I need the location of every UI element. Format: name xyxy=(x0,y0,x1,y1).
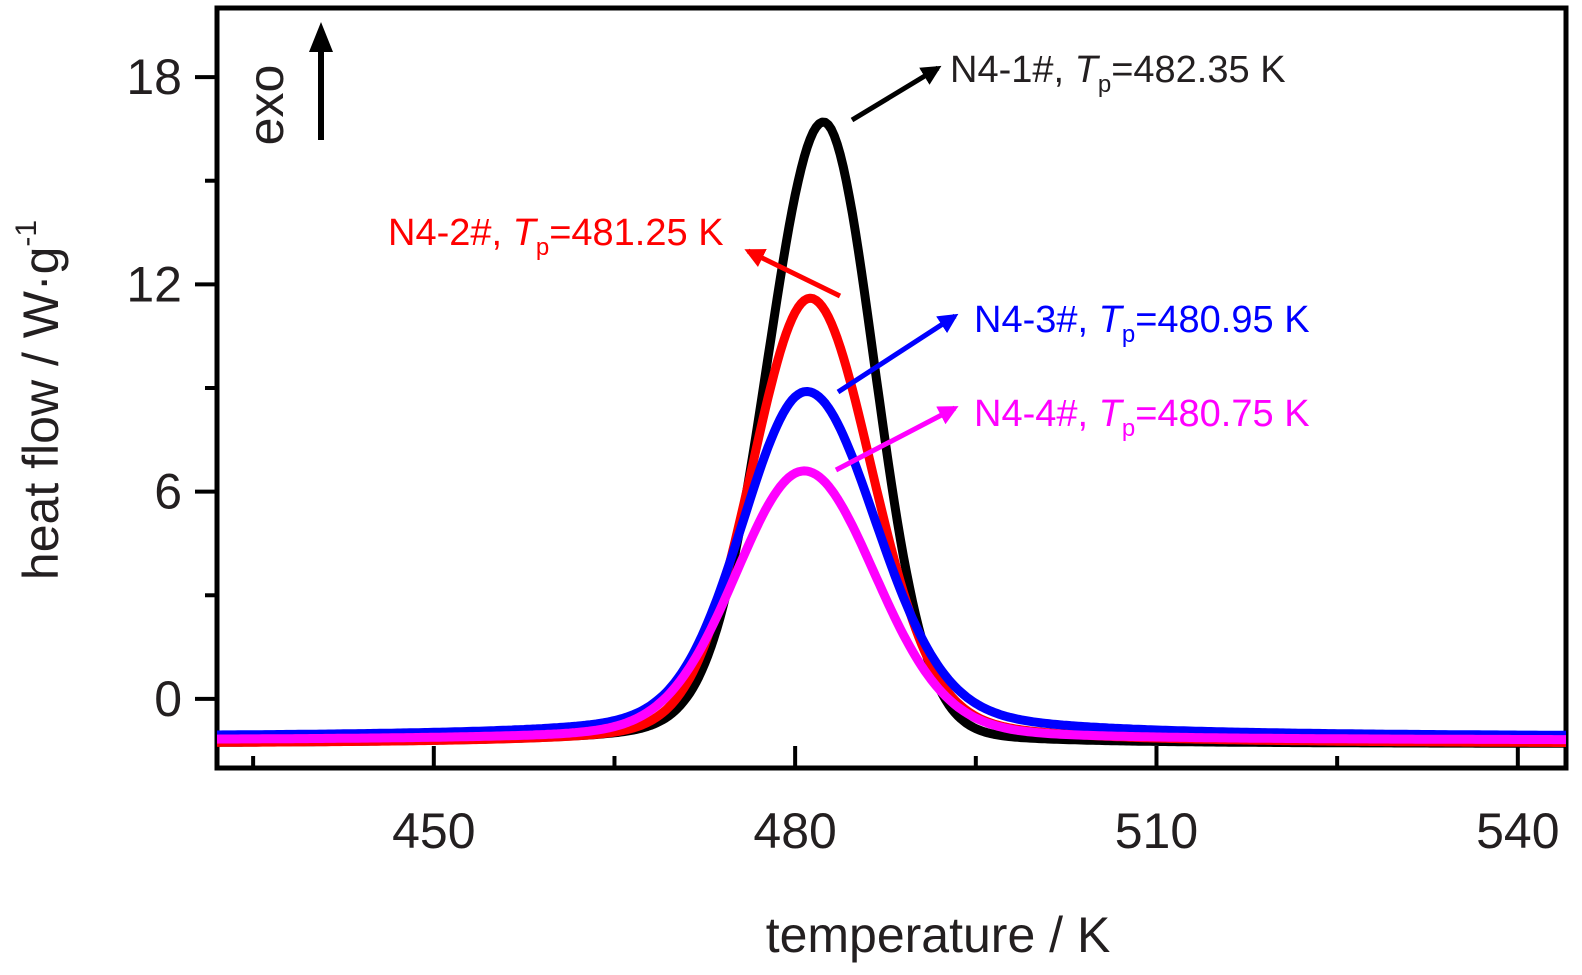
y-axis-title-text: heat flow / W·g xyxy=(13,247,69,580)
annotation-arrow-n4-1 xyxy=(850,65,942,123)
annotation-n4-4-name: N4-4# xyxy=(974,393,1078,435)
annotation-n4-1-name: N4-1# xyxy=(950,49,1054,91)
annotation-arrow-n4-2 xyxy=(744,248,842,299)
annotation-n4-2: N4-2#, Tp=481.25 K xyxy=(388,212,724,261)
x-axis-title: temperature / K xyxy=(766,907,1111,963)
series-line-2 xyxy=(217,293,1566,747)
series-lines xyxy=(217,117,1566,748)
annotation-n4-3-name: N4-3# xyxy=(974,299,1078,341)
x-axis-ticks: 450 480 510 540 xyxy=(251,746,1560,859)
annotation-n4-4-tp: 480.75 K xyxy=(1157,393,1309,435)
plot-frame xyxy=(214,5,1569,771)
annotation-n4-2-name: N4-2# xyxy=(388,212,492,254)
exo-arrowhead xyxy=(309,22,333,52)
annotation-arrow-n4-4 xyxy=(834,405,959,473)
series-line-4 xyxy=(217,466,1566,745)
series-line-3 xyxy=(217,387,1566,740)
y-tick-label: 12 xyxy=(126,256,182,312)
y-tick-label: 18 xyxy=(126,49,182,105)
annotation-n4-1-tp: 482.35 K xyxy=(1133,49,1285,91)
y-tick-label: 0 xyxy=(154,671,182,727)
x-tick-label: 480 xyxy=(753,803,836,859)
exo-label: exo xyxy=(238,65,294,146)
y-axis-title-exponent: -1 xyxy=(10,220,43,247)
y-tick-label: 6 xyxy=(154,464,182,520)
annotation-n4-3: N4-3#, Tp=480.95 K xyxy=(974,299,1310,348)
annotation-arrow-n4-3 xyxy=(836,313,959,395)
annotation-n4-1: N4-1#, Tp=482.35 K xyxy=(950,49,1286,98)
y-axis-ticks: 0 6 12 18 xyxy=(126,49,217,727)
annotation-n4-2-tp: 481.25 K xyxy=(571,212,723,254)
annotation-n4-4: N4-4#, Tp=480.75 K xyxy=(974,393,1310,442)
x-tick-label: 540 xyxy=(1476,803,1559,859)
annotation-n4-3-tp: 480.95 K xyxy=(1157,299,1309,341)
x-tick-label: 510 xyxy=(1115,803,1198,859)
x-tick-label: 450 xyxy=(392,803,475,859)
y-axis-title: heat flow / W·g-1 xyxy=(10,220,69,580)
